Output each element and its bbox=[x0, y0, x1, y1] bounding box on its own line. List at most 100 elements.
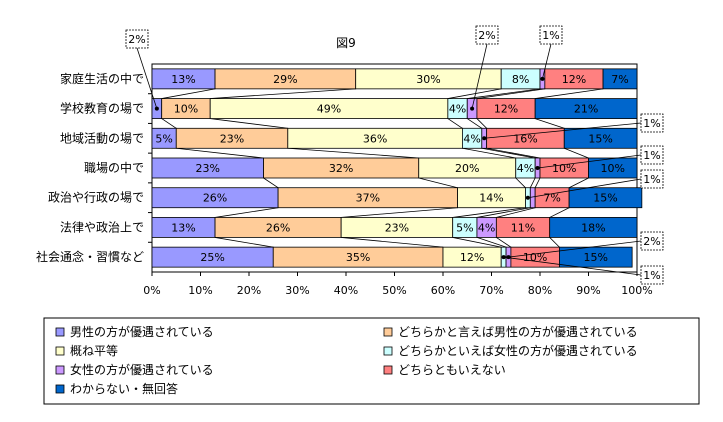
series-connector bbox=[214, 207, 279, 218]
callout-leader bbox=[537, 154, 642, 169]
data-label: 26% bbox=[203, 192, 227, 205]
data-label: 5% bbox=[456, 221, 473, 234]
series-connector bbox=[161, 118, 177, 129]
x-tick-label: 90% bbox=[576, 284, 600, 297]
callout-pointer bbox=[470, 106, 475, 111]
callout-label: 1% bbox=[643, 173, 660, 186]
data-label: 4% bbox=[517, 162, 534, 175]
legend-swatch bbox=[55, 365, 65, 375]
series-connector bbox=[535, 118, 565, 129]
series-connector bbox=[496, 237, 512, 248]
legend-swatch bbox=[55, 327, 65, 337]
callout-pointer bbox=[540, 76, 545, 81]
category-label: 政治や行政の場で bbox=[48, 191, 144, 205]
callout-pointer bbox=[154, 106, 159, 111]
x-tick-label: 100% bbox=[621, 284, 652, 297]
callout-pointer bbox=[501, 255, 506, 260]
series-connector bbox=[462, 147, 516, 159]
series-connector bbox=[534, 177, 541, 188]
category-label: 法律や政治上で bbox=[60, 220, 144, 234]
series-connector bbox=[214, 237, 274, 248]
series-connector bbox=[476, 118, 487, 129]
series-connector bbox=[481, 147, 536, 159]
data-label: 12% bbox=[562, 73, 586, 86]
data-label: 8% bbox=[512, 73, 529, 86]
category-label: 社会通念・習慣など bbox=[36, 249, 144, 264]
data-label: 5% bbox=[155, 132, 172, 145]
callout-label: 2% bbox=[643, 235, 660, 248]
category-label: 職場の中で bbox=[84, 160, 144, 175]
callout-label: 2% bbox=[478, 29, 495, 42]
x-tick-label: 70% bbox=[479, 284, 503, 297]
legend-label: わからない・無回答 bbox=[70, 381, 178, 396]
data-label: 18% bbox=[581, 221, 605, 234]
category-label: 家庭生活の中で bbox=[60, 71, 144, 86]
data-label: 10% bbox=[174, 103, 198, 116]
data-label: 13% bbox=[171, 73, 195, 86]
callout-pointer bbox=[482, 136, 487, 141]
x-tick-label: 60% bbox=[431, 284, 455, 297]
series-connector bbox=[476, 237, 507, 248]
series-connector bbox=[210, 118, 288, 129]
callouts: 2% 2% 1% 1% 1% 1% 2% 1% bbox=[125, 25, 664, 285]
series-connector bbox=[535, 88, 604, 99]
callout-leader bbox=[503, 256, 642, 276]
x-tick-label: 40% bbox=[334, 284, 358, 297]
callout-label: 1% bbox=[542, 29, 559, 42]
callout-leader bbox=[527, 178, 642, 199]
bar-segment bbox=[529, 187, 536, 209]
data-label: 14% bbox=[479, 192, 503, 205]
legend-label: どちらともいえない bbox=[398, 363, 506, 377]
x-axis-ticks: 0% 10% 20% 30% 40% 50% 60% 70% 80% 90% 100% bbox=[143, 272, 653, 297]
callout-leader bbox=[508, 240, 642, 258]
x-tick-label: 50% bbox=[382, 284, 406, 297]
series-connector bbox=[549, 237, 560, 248]
data-label: 15% bbox=[588, 132, 612, 145]
connectors bbox=[161, 88, 604, 248]
legend-swatch bbox=[55, 346, 65, 356]
series-connector bbox=[496, 207, 536, 218]
series-connector bbox=[341, 207, 458, 218]
data-label: 12% bbox=[494, 103, 518, 116]
bar-segment bbox=[559, 246, 633, 268]
data-label: 23% bbox=[385, 221, 409, 234]
data-label: 32% bbox=[329, 162, 353, 175]
category-labels: 家庭生活の中で学校教育の場で地域活動の場で職場の中で政治や行政の場で法律や政治上… bbox=[36, 71, 144, 264]
bar-segment bbox=[588, 157, 638, 179]
series-connector bbox=[529, 177, 536, 188]
legend-box bbox=[43, 317, 700, 405]
series-connector bbox=[447, 118, 463, 129]
legend-label: 女性の方が優遇されている bbox=[70, 362, 214, 377]
callout-label: 1% bbox=[643, 149, 660, 162]
data-label: 35% bbox=[346, 251, 370, 264]
x-tick-label: 30% bbox=[285, 284, 309, 297]
legend-label: どちらかといえば女性の方が優遇されている bbox=[398, 343, 638, 358]
series-connector bbox=[161, 88, 216, 99]
bar-segment bbox=[568, 187, 643, 209]
data-label: 13% bbox=[171, 221, 195, 234]
x-tick-label: 0% bbox=[143, 284, 160, 297]
series-connector bbox=[452, 207, 526, 218]
series-connector bbox=[486, 147, 541, 159]
chart-title: 図9 bbox=[336, 36, 356, 50]
series-connector bbox=[564, 147, 589, 159]
data-label: 23% bbox=[196, 162, 220, 175]
bar-segment bbox=[534, 98, 638, 119]
callout-label: 2% bbox=[128, 33, 145, 46]
data-label: 23% bbox=[220, 132, 244, 145]
series-connector bbox=[549, 207, 570, 218]
series-connector bbox=[467, 88, 541, 99]
legend-swatch bbox=[383, 327, 393, 337]
legend-swatch bbox=[383, 365, 393, 375]
data-label: 12% bbox=[460, 251, 484, 264]
callout-leader bbox=[471, 43, 488, 109]
data-label: 20% bbox=[455, 162, 479, 175]
x-tick-label: 20% bbox=[237, 284, 261, 297]
data-label: 4% bbox=[449, 103, 466, 116]
series-connector bbox=[176, 147, 264, 159]
series-connector bbox=[263, 177, 279, 189]
callout-leader bbox=[542, 43, 552, 79]
x-tick-label: 80% bbox=[528, 284, 552, 297]
